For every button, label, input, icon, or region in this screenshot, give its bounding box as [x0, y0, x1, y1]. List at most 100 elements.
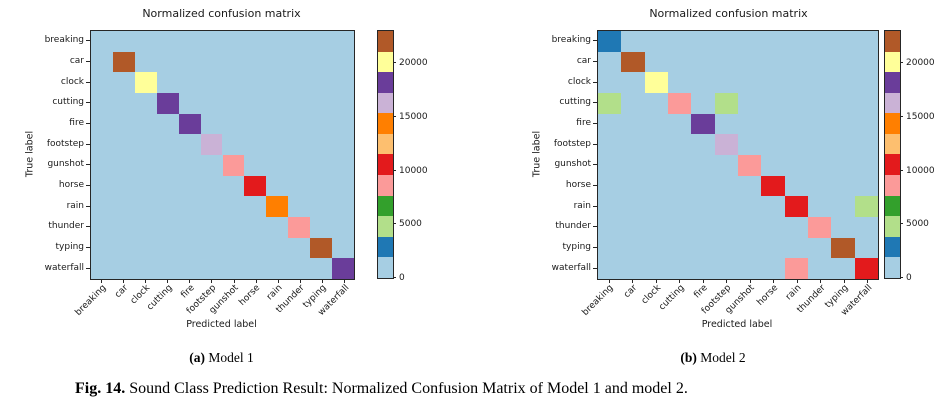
- y-tick-label: waterfall: [551, 262, 591, 273]
- x-tick-mark: [233, 279, 235, 283]
- y-tick-mark: [86, 143, 90, 145]
- y-tick-label: cutting: [52, 97, 84, 108]
- colorbar-tick-mark: [900, 169, 903, 171]
- y-tick-mark: [86, 123, 90, 124]
- y-tick-mark: [593, 123, 597, 124]
- y-tick-mark: [86, 226, 90, 228]
- y-tick-mark: [86, 205, 90, 207]
- x-tick-mark: [796, 279, 798, 283]
- y-tick-mark: [86, 61, 90, 62]
- y-tick-mark: [593, 40, 597, 42]
- y-tick-mark: [86, 267, 90, 269]
- colorbar-segment: [885, 72, 900, 93]
- heatmap-cell: [598, 93, 622, 114]
- heatmap-cell: [598, 31, 622, 52]
- heatmap-cell: [178, 113, 201, 135]
- heatmap-cell: [808, 217, 832, 238]
- colorbar-segment: [378, 133, 393, 155]
- y-tick-label: footstep: [553, 138, 591, 149]
- y-tick-mark: [86, 185, 90, 186]
- heatmap-cell: [266, 196, 289, 217]
- heatmap-cell: [310, 237, 333, 259]
- y-tick-labels: breaking car clock cutting fire footstep gunsh…: [507, 0, 592, 330]
- colorbar-ticks: 0 5000 10000 15000 20000: [900, 31, 951, 283]
- subfigure-caption-label: (b): [680, 350, 697, 365]
- x-tick-mark: [189, 279, 191, 283]
- subfigure-model-2: Normalized confusion matrix True label b…: [507, 0, 951, 372]
- y-tick-labels: breaking car clock cutting fire footstep gunsh…: [0, 0, 85, 330]
- x-tick-mark: [632, 279, 634, 283]
- colorbar-segment: [378, 113, 393, 134]
- x-tick-mark: [277, 279, 279, 283]
- colorbar-segment: [378, 195, 393, 217]
- y-tick-label: fire: [69, 118, 84, 128]
- heatmap-cell: [668, 93, 692, 114]
- heatmap: [597, 30, 879, 280]
- colorbar: [884, 30, 901, 279]
- x-axis-label: Predicted label: [701, 319, 773, 330]
- y-tick-label: clock: [567, 76, 591, 87]
- x-tick-mark: [101, 279, 103, 283]
- x-tick-mark: [679, 279, 681, 283]
- heatmap-cell: [714, 134, 738, 155]
- colorbar-segment: [378, 175, 393, 196]
- x-tick-mark: [608, 279, 610, 283]
- x-tick-mark: [211, 279, 213, 283]
- y-tick-label: rain: [66, 200, 84, 211]
- colorbar-segment: [885, 216, 900, 237]
- colorbar-tick-mark: [900, 277, 903, 278]
- y-tick-mark: [593, 226, 597, 228]
- heatmap-cell: [621, 51, 645, 73]
- colorbar: [377, 30, 394, 279]
- y-tick-mark: [593, 205, 597, 207]
- colorbar-ticks: 0 5000 10000 15000 20000: [393, 31, 453, 283]
- x-axis-label: Predicted label: [186, 319, 257, 330]
- x-tick-mark: [749, 279, 751, 283]
- y-tick-mark: [86, 81, 90, 83]
- heatmap: [90, 30, 355, 280]
- subfigure-caption: (a) Model 1: [90, 350, 353, 366]
- heatmap-cell: [854, 258, 878, 279]
- x-tick-mark: [843, 279, 845, 283]
- y-tick-label: typing: [55, 242, 85, 252]
- y-tick-label: breaking: [551, 35, 591, 46]
- subfigure-caption-text: Model 1: [208, 350, 254, 365]
- y-tick-mark: [86, 164, 90, 166]
- plot-title: Normalized confusion matrix: [649, 7, 808, 20]
- colorbar-segment: [885, 257, 900, 278]
- y-tick-label: gunshot: [554, 159, 591, 170]
- x-tick-mark: [655, 279, 657, 283]
- y-tick-mark: [593, 81, 597, 83]
- heatmap-cell: [714, 93, 738, 114]
- y-tick-label: thunder: [48, 221, 84, 232]
- plot-title: Normalized confusion matrix: [142, 7, 301, 20]
- y-tick-label: car: [69, 56, 84, 66]
- colorbar-tick-mark: [393, 169, 396, 171]
- colorbar-tick-label: 10000: [906, 165, 935, 176]
- x-tick-mark: [702, 279, 704, 283]
- colorbar-tick-label: 20000: [399, 58, 428, 69]
- y-tick-mark: [593, 102, 597, 104]
- figure-caption-label: Fig. 14.: [75, 380, 126, 397]
- heatmap-cell: [784, 196, 808, 217]
- colorbar-segment: [885, 92, 900, 114]
- colorbar-tick-mark: [393, 223, 396, 225]
- heatmap-cell: [761, 175, 785, 197]
- heatmap-cell: [644, 72, 668, 93]
- colorbar-tick-label: 0: [906, 273, 912, 283]
- x-tick-mark: [820, 279, 822, 283]
- x-tick-mark: [299, 279, 301, 283]
- subfigure-model-1: Normalized confusion matrix True label b…: [0, 0, 460, 372]
- heatmap-cell: [222, 155, 245, 176]
- colorbar-tick-mark: [900, 62, 903, 64]
- x-tick-mark: [321, 279, 323, 283]
- heatmap-cell: [156, 93, 179, 114]
- colorbar-segment: [885, 113, 900, 134]
- colorbar-tick-mark: [393, 62, 396, 64]
- colorbar-tick-label: 20000: [906, 58, 935, 69]
- y-tick-label: footstep: [46, 138, 84, 149]
- y-tick-label: clock: [60, 76, 84, 87]
- y-tick-mark: [593, 143, 597, 145]
- colorbar-tick-mark: [393, 277, 396, 278]
- subfigure-caption-text: Model 2: [700, 350, 746, 365]
